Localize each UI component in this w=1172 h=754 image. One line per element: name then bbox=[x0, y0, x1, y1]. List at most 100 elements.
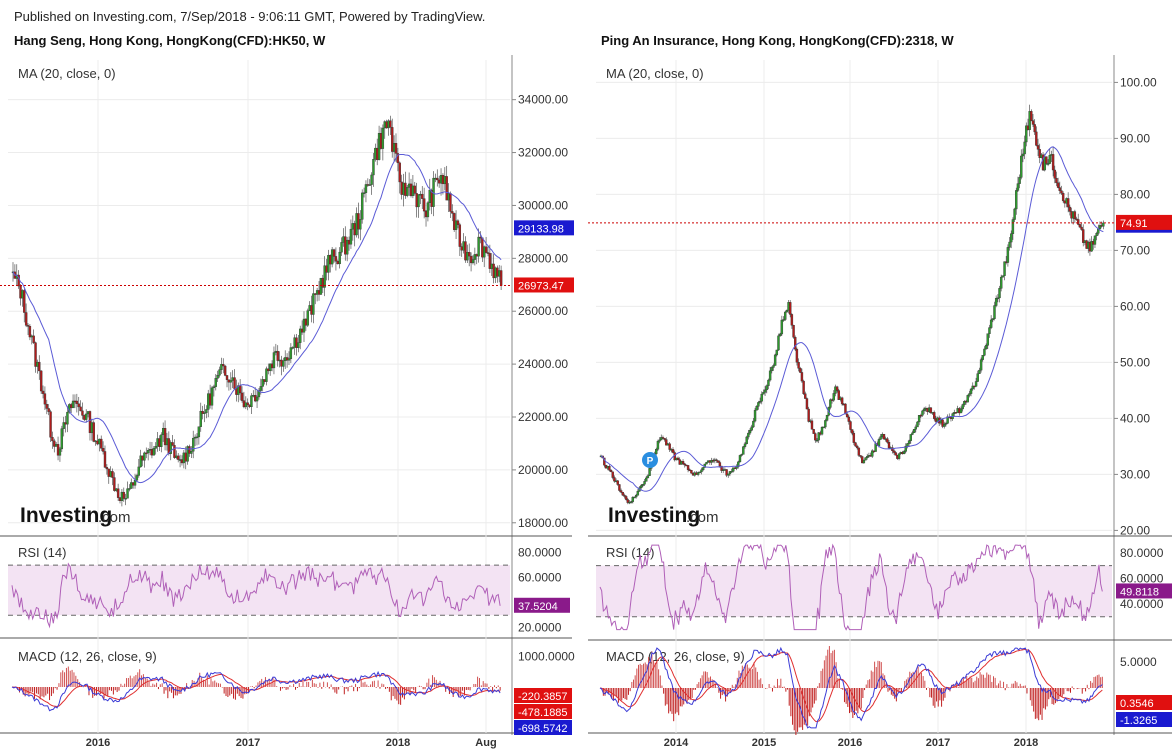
candle bbox=[464, 241, 467, 261]
candle bbox=[696, 472, 700, 475]
candle bbox=[451, 211, 454, 214]
candle bbox=[143, 452, 146, 461]
candle bbox=[201, 410, 204, 414]
candle bbox=[919, 415, 923, 417]
candle bbox=[616, 480, 619, 485]
candle bbox=[1048, 155, 1051, 164]
candle bbox=[426, 202, 430, 218]
candle bbox=[1077, 219, 1080, 225]
candle bbox=[62, 422, 65, 429]
rsi-tick-label: 60.0000 bbox=[1120, 571, 1164, 585]
candle bbox=[745, 436, 748, 445]
candle bbox=[887, 442, 891, 449]
candle bbox=[259, 386, 263, 391]
candle bbox=[349, 228, 353, 245]
candle bbox=[974, 381, 978, 387]
candle bbox=[101, 448, 105, 452]
candle bbox=[381, 127, 385, 149]
candle bbox=[752, 420, 755, 428]
candle bbox=[981, 355, 984, 360]
candle bbox=[921, 410, 924, 416]
y-tick-label: 30.00 bbox=[1120, 467, 1150, 481]
candle bbox=[854, 442, 857, 447]
y-tick-label: 34000.00 bbox=[518, 93, 568, 107]
candle bbox=[943, 423, 946, 427]
candle bbox=[835, 386, 839, 391]
candle bbox=[859, 455, 862, 457]
candle bbox=[145, 452, 148, 455]
investing-logo: Investing bbox=[608, 504, 700, 527]
candle bbox=[800, 372, 804, 382]
candle bbox=[265, 368, 268, 382]
candle bbox=[1016, 183, 1020, 191]
candle bbox=[330, 249, 334, 265]
candle bbox=[705, 462, 708, 465]
candle bbox=[852, 432, 856, 443]
candle bbox=[785, 310, 789, 313]
candle bbox=[1093, 235, 1097, 245]
candle bbox=[28, 326, 32, 338]
candle bbox=[1038, 149, 1041, 158]
candle bbox=[177, 455, 180, 460]
candle bbox=[1011, 219, 1015, 234]
candle bbox=[700, 469, 703, 473]
candle bbox=[814, 433, 817, 441]
candle bbox=[210, 387, 214, 406]
candle bbox=[626, 499, 629, 503]
candle bbox=[655, 449, 658, 455]
candle bbox=[763, 389, 767, 393]
candle bbox=[671, 449, 675, 453]
candle bbox=[26, 325, 30, 327]
y-tick-label: 22000.00 bbox=[518, 410, 568, 424]
candle bbox=[857, 447, 861, 456]
candle bbox=[1082, 229, 1085, 243]
candle bbox=[993, 305, 996, 319]
candle bbox=[229, 380, 232, 383]
candle bbox=[100, 438, 103, 449]
candle bbox=[1023, 141, 1026, 155]
chart-panel-1: 100.00 90.00 80.00 70.00 60.00 50.00 40.00 30.0… bbox=[588, 55, 1172, 749]
candle bbox=[39, 370, 43, 392]
candle bbox=[1003, 261, 1006, 276]
candle bbox=[845, 413, 849, 418]
candle bbox=[783, 311, 787, 320]
candle bbox=[1033, 124, 1036, 133]
candle bbox=[1045, 156, 1048, 164]
x-tick-label: 2014 bbox=[664, 737, 689, 749]
macd-legend-label: MACD (12, 26, close, 9) bbox=[606, 649, 745, 664]
candle bbox=[1031, 120, 1035, 125]
candle bbox=[871, 450, 874, 457]
candle bbox=[233, 377, 236, 389]
candle bbox=[634, 495, 638, 498]
candle bbox=[892, 450, 896, 453]
candle bbox=[643, 481, 646, 485]
candle bbox=[1035, 131, 1038, 146]
y-tick-label: 80.00 bbox=[1120, 187, 1150, 201]
candle bbox=[34, 342, 37, 367]
candle bbox=[639, 485, 643, 488]
candle bbox=[389, 120, 392, 128]
rsi-value-badge bbox=[1116, 583, 1172, 599]
x-tick-label: 2017 bbox=[926, 737, 950, 749]
candle bbox=[1090, 241, 1093, 252]
candle bbox=[128, 488, 131, 490]
candle bbox=[116, 488, 120, 498]
candle bbox=[364, 184, 368, 193]
candle bbox=[912, 429, 916, 434]
investing-logo-suffix: .com bbox=[686, 509, 719, 526]
event-marker-label: P bbox=[647, 456, 654, 467]
candle bbox=[735, 466, 738, 469]
candle bbox=[976, 373, 979, 382]
candle bbox=[832, 393, 835, 401]
candle bbox=[1061, 193, 1065, 201]
candle bbox=[238, 385, 242, 394]
macd-value-badge bbox=[1116, 712, 1172, 727]
candle bbox=[41, 390, 45, 394]
candle bbox=[665, 439, 668, 446]
candle bbox=[282, 360, 285, 367]
rsi-tick-label: 40.0000 bbox=[1120, 597, 1164, 611]
macd-value-badge-text: -220.3857 bbox=[518, 691, 568, 703]
candle bbox=[445, 176, 448, 201]
candle bbox=[362, 192, 366, 194]
candle bbox=[879, 436, 882, 440]
